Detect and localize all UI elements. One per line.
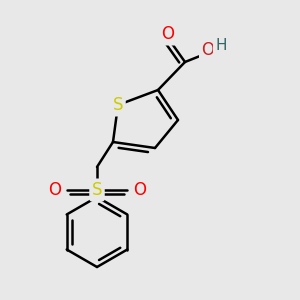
Text: H: H <box>215 38 227 53</box>
Text: O: O <box>202 41 214 59</box>
Text: S: S <box>113 96 123 114</box>
Text: S: S <box>92 181 102 199</box>
Text: O: O <box>161 25 175 43</box>
Text: O: O <box>48 181 61 199</box>
Text: O: O <box>133 181 146 199</box>
